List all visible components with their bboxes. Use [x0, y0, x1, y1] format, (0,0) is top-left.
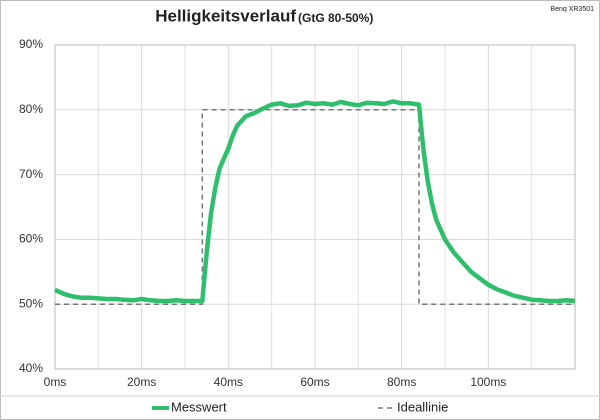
- x-tick-label: 0ms: [44, 375, 67, 389]
- chart-subtitle: (GtG 80-50%): [298, 11, 373, 25]
- y-tick-label: 40%: [19, 361, 43, 375]
- y-tick-label: 80%: [19, 102, 43, 116]
- y-tick-label: 60%: [19, 232, 43, 246]
- x-tick-label: 80ms: [387, 375, 416, 389]
- data-line: [54, 99, 576, 304]
- plot-frame: [54, 44, 576, 370]
- y-tick-label: 90%: [19, 37, 43, 51]
- chart-title: Helligkeitsverlauf: [155, 6, 296, 25]
- x-tick-label: 60ms: [300, 375, 329, 389]
- legend-label: Ideallinie: [397, 399, 448, 414]
- y-tick-label: 50%: [19, 296, 43, 310]
- x-tick-label: 20ms: [127, 375, 156, 389]
- corner-note: Benq XR3501: [550, 6, 594, 13]
- data-line: [55, 109, 575, 305]
- x-tick-label: 40ms: [214, 375, 243, 389]
- y-tick-label: 70%: [19, 167, 43, 181]
- legend-label: Messwert: [171, 399, 227, 414]
- x-tick-label: 100ms: [470, 375, 506, 389]
